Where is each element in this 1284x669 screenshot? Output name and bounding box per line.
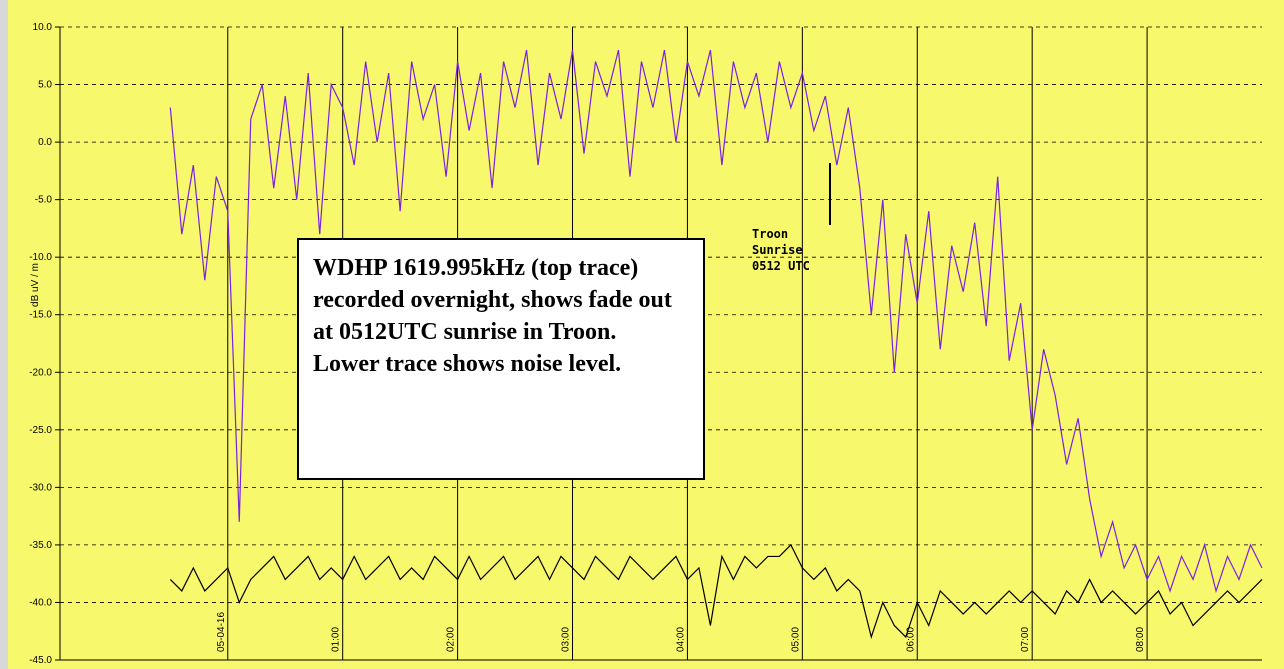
y-tick-label: -10.0 xyxy=(29,252,52,263)
y-tick-label: 0.0 xyxy=(38,137,52,148)
x-tick-label: 04:00 xyxy=(675,627,686,652)
y-tick-label: -5.0 xyxy=(35,195,53,206)
x-tick-label: 03:00 xyxy=(561,627,572,652)
annotation-box: WDHP 1619.995kHz (top trace) recorded ov… xyxy=(297,238,705,480)
x-tick-label: 08:00 xyxy=(1135,627,1146,652)
y-axis-label: dB uV / m xyxy=(30,263,41,307)
annotation-text: WDHP 1619.995kHz (top trace) recorded ov… xyxy=(297,238,705,480)
y-tick-label: 5.0 xyxy=(38,80,52,91)
y-tick-label: -40.0 xyxy=(29,597,52,608)
x-tick-label: 06:00 xyxy=(905,627,916,652)
x-tick-label: 02:00 xyxy=(446,627,457,652)
x-tick-label: 05-04-16 xyxy=(216,612,227,652)
y-tick-label: -30.0 xyxy=(29,482,52,493)
y-tick-label: -15.0 xyxy=(29,310,52,321)
x-tick-label: 07:00 xyxy=(1020,627,1031,652)
series-line xyxy=(169,543,1263,640)
y-tick-label: -25.0 xyxy=(29,425,52,436)
x-tick-label: 01:00 xyxy=(331,627,342,652)
y-tick-label: -45.0 xyxy=(29,655,52,666)
annotation-sunrise: Troon Sunrise 0512 UTC xyxy=(752,227,810,273)
y-tick-label: -35.0 xyxy=(29,540,52,551)
annotation-sunrise-text: Troon Sunrise 0512 UTC xyxy=(752,227,810,273)
series-line xyxy=(169,49,1263,594)
y-tick-label: 10.0 xyxy=(33,22,53,33)
x-tick-label: 05:00 xyxy=(790,627,801,652)
y-tick-label: -20.0 xyxy=(29,367,52,378)
